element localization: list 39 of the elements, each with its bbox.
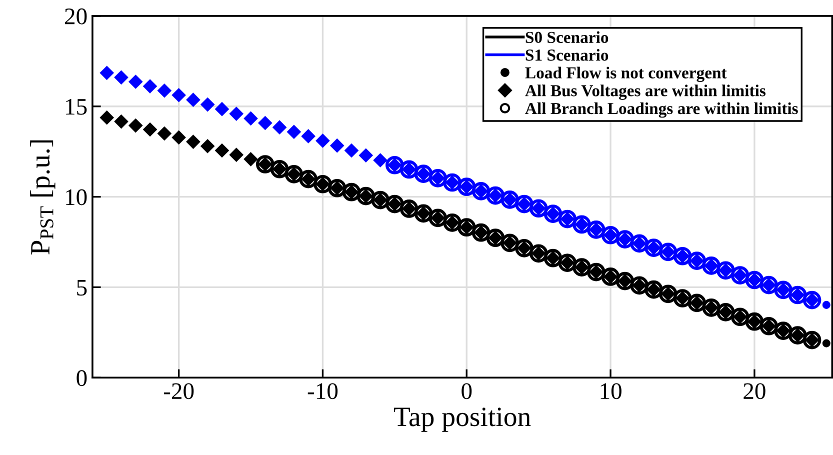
point bbox=[373, 153, 388, 168]
x-tick-label: 0 bbox=[462, 383, 472, 400]
x-tick-label: -10 bbox=[308, 383, 338, 400]
y-tick-label: 10 bbox=[66, 189, 87, 206]
point bbox=[172, 88, 186, 102]
legend-label: Load Flow is not convergent bbox=[525, 66, 727, 82]
point bbox=[358, 148, 373, 162]
point bbox=[822, 300, 830, 309]
point bbox=[229, 106, 244, 121]
point bbox=[200, 98, 215, 112]
point bbox=[301, 129, 316, 144]
legend-label: S1 Scenario bbox=[526, 49, 608, 61]
point bbox=[157, 84, 172, 98]
x-tick-label: 20 bbox=[744, 383, 766, 400]
y-tick-label: 0 bbox=[76, 370, 87, 386]
point bbox=[100, 66, 114, 80]
y-tick-label: 15 bbox=[66, 98, 87, 115]
x-axis-title: Tap position bbox=[394, 408, 531, 432]
point bbox=[128, 74, 143, 89]
legend-label: All Bus Voltages are within limitis bbox=[525, 84, 766, 100]
x-tick-label: -20 bbox=[164, 383, 194, 400]
y-tick-label: 5 bbox=[77, 280, 87, 296]
point bbox=[258, 116, 272, 130]
point bbox=[330, 138, 344, 153]
legend-label: S0 Scenario bbox=[526, 31, 608, 44]
y-axis-title: P$_{PST}$ [p.u.] bbox=[30, 140, 56, 254]
legend-label: All Branch Loadings are within limitis bbox=[525, 102, 798, 118]
point bbox=[287, 124, 301, 139]
point bbox=[215, 102, 229, 116]
point bbox=[244, 112, 258, 126]
x-tick-label: 10 bbox=[600, 383, 622, 400]
point bbox=[272, 120, 286, 134]
point bbox=[114, 70, 128, 84]
point bbox=[186, 92, 200, 107]
y-tick-label: 20 bbox=[65, 8, 87, 24]
point bbox=[822, 339, 830, 348]
point bbox=[143, 79, 157, 94]
point bbox=[316, 134, 330, 148]
point bbox=[344, 144, 358, 158]
